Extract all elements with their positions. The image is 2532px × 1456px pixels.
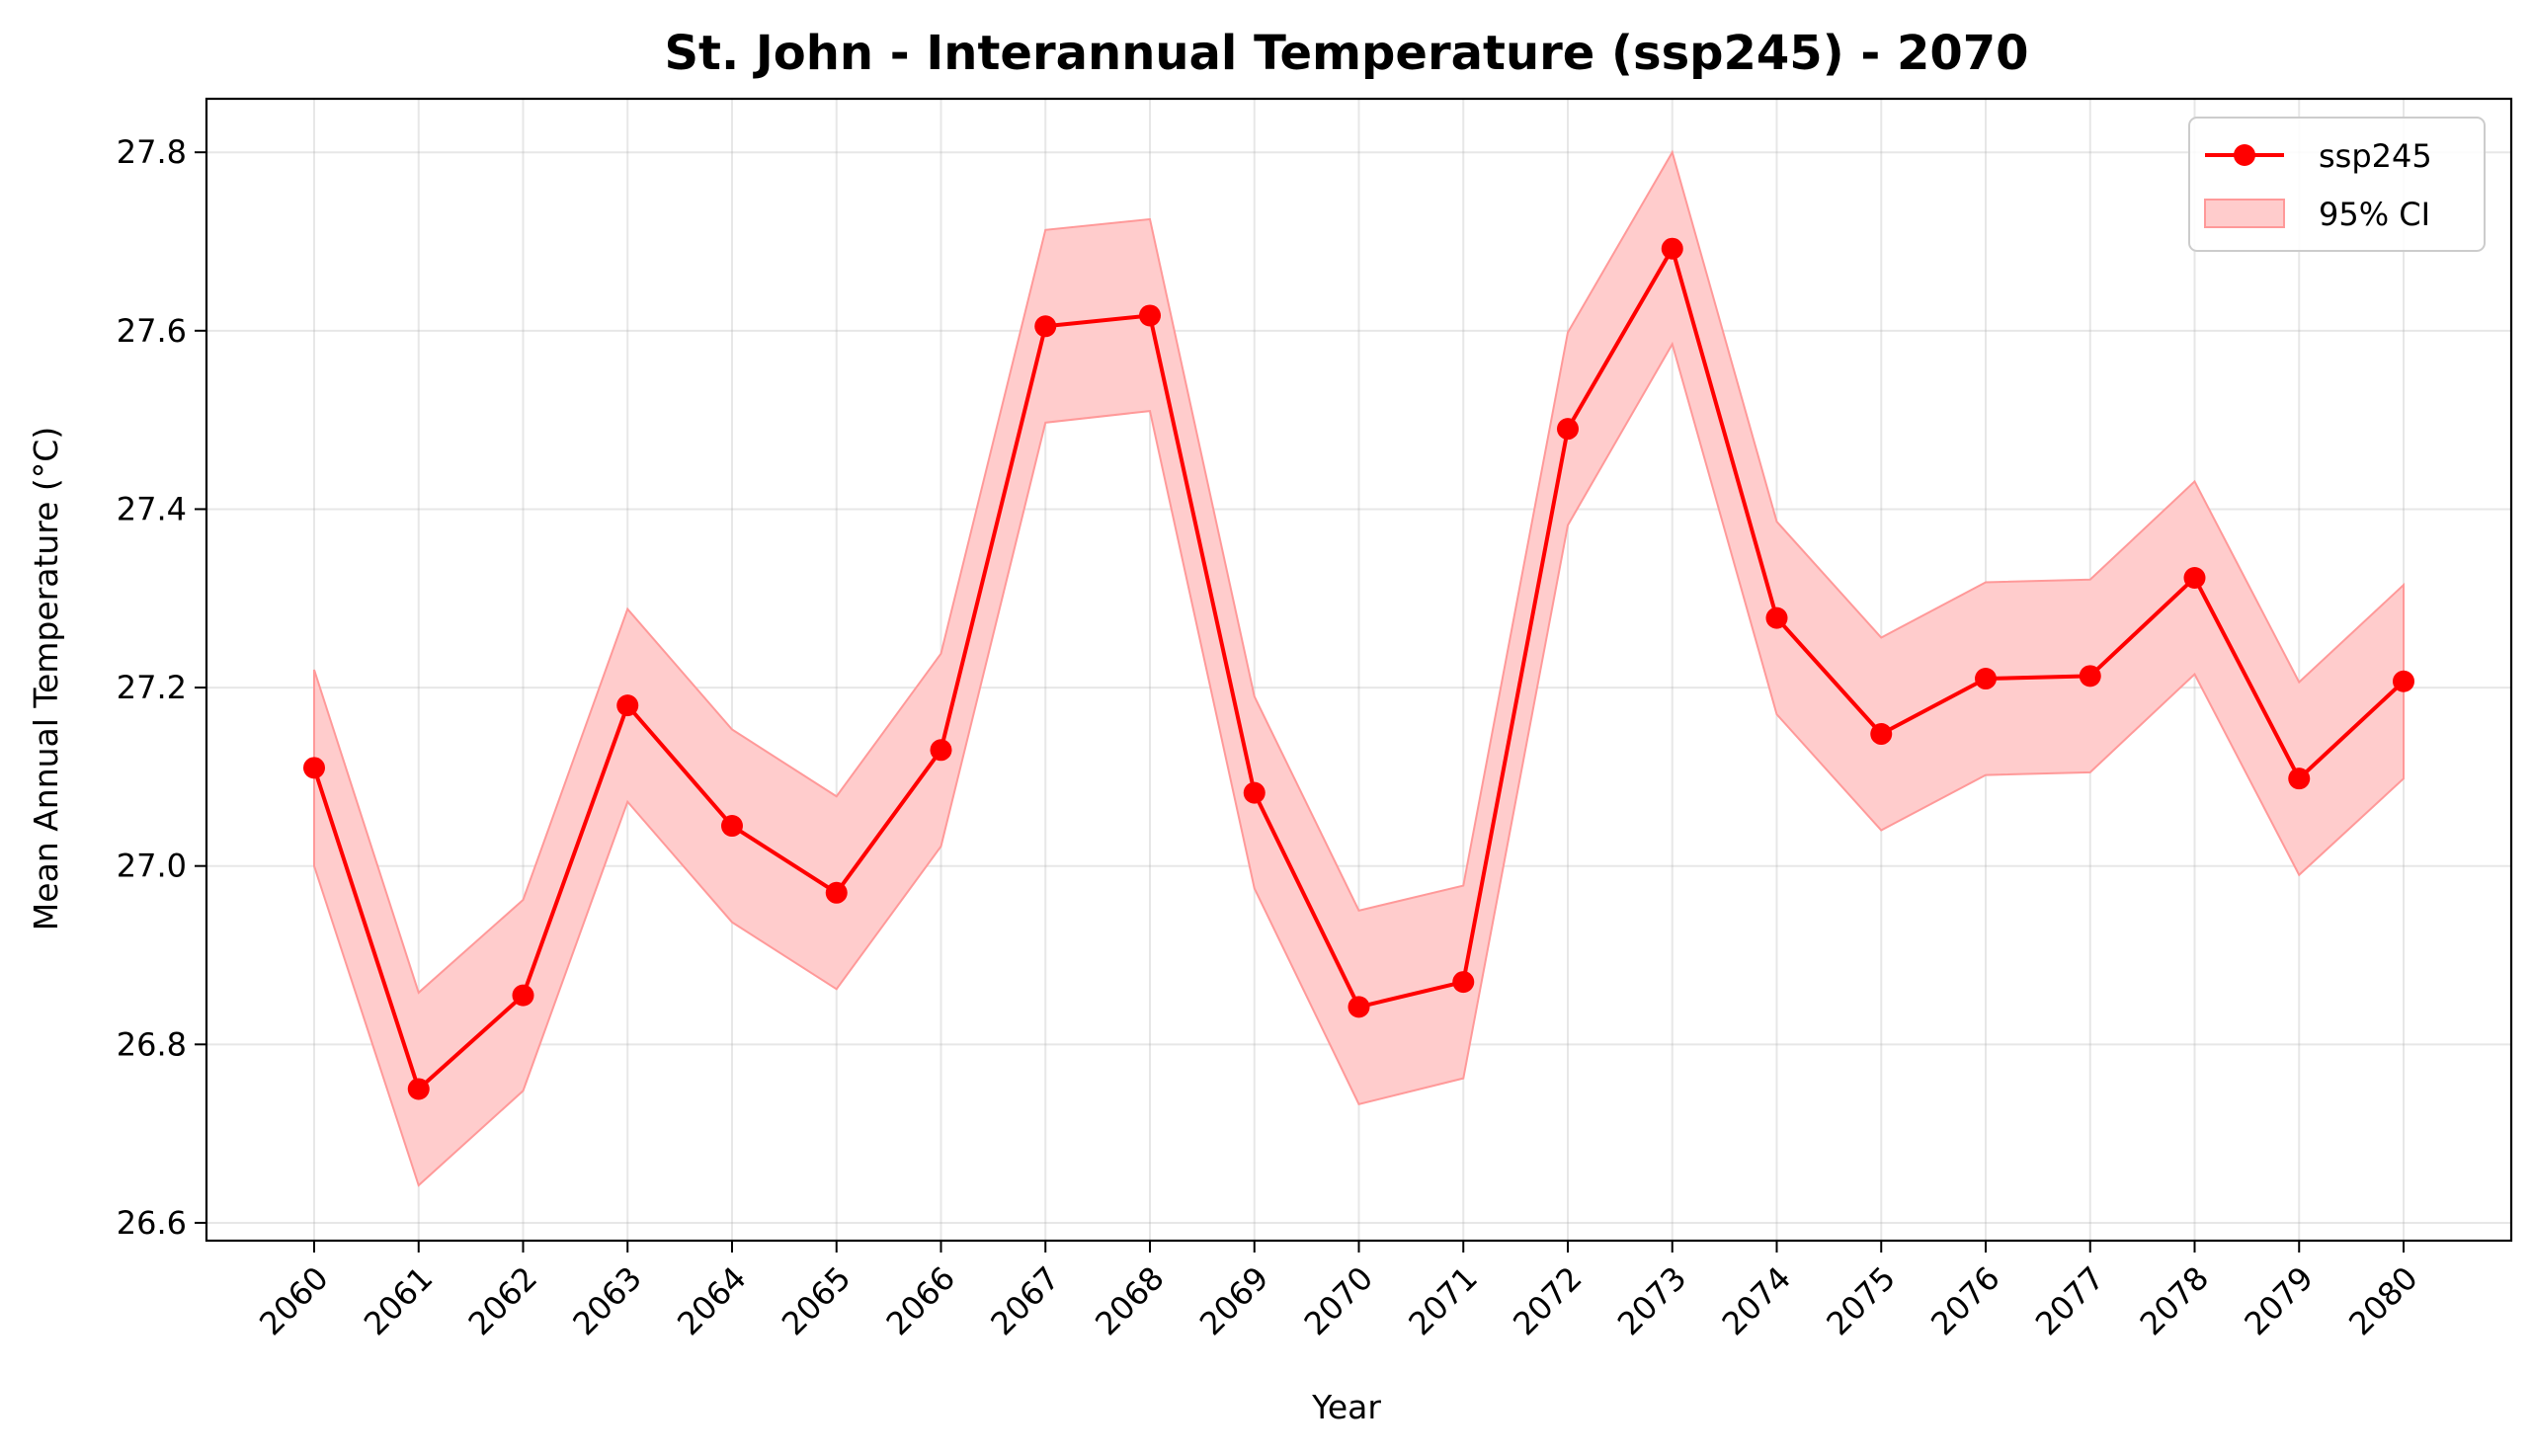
y-tick-label: 27.2 bbox=[117, 669, 187, 706]
legend-swatch-marker bbox=[2234, 144, 2255, 166]
confidence-band-layer bbox=[313, 149, 2405, 1187]
x-axis-title: Year bbox=[1311, 1388, 1381, 1426]
data-point bbox=[1243, 781, 1266, 804]
y-axis-title: Mean Annual Temperature (°C) bbox=[27, 427, 65, 930]
data-point bbox=[303, 757, 325, 779]
y-tick-label: 26.6 bbox=[117, 1204, 187, 1242]
y-axis: 26.6 26.8 27.0 27.2 27.4 27.6 27.8 bbox=[117, 133, 206, 1242]
y-tick-label: 27.6 bbox=[117, 312, 187, 350]
data-point bbox=[1452, 971, 1475, 994]
confidence-band bbox=[313, 149, 2405, 1187]
data-point bbox=[1139, 304, 1161, 327]
y-tick-label: 27.0 bbox=[117, 848, 187, 885]
y-tick-label: 27.8 bbox=[117, 133, 187, 171]
data-point bbox=[1034, 315, 1057, 338]
data-point bbox=[721, 815, 743, 838]
data-point bbox=[2288, 768, 2311, 790]
legend: ssp245 95% CI bbox=[2188, 117, 2486, 252]
data-point bbox=[2393, 670, 2414, 692]
data-point bbox=[930, 739, 952, 762]
legend-swatch-band bbox=[2204, 199, 2285, 228]
data-point bbox=[2079, 665, 2101, 688]
data-points-layer bbox=[303, 237, 2414, 1100]
data-point bbox=[512, 984, 534, 1007]
data-point bbox=[2183, 566, 2206, 589]
data-point bbox=[1870, 723, 1893, 746]
data-point bbox=[616, 694, 639, 717]
data-point bbox=[1975, 668, 1997, 690]
data-point bbox=[407, 1078, 430, 1100]
data-point bbox=[1557, 418, 1579, 441]
y-tick-label: 26.8 bbox=[117, 1025, 187, 1063]
y-tick-label: 27.4 bbox=[117, 490, 187, 527]
data-point bbox=[1348, 996, 1370, 1018]
data-point bbox=[1765, 607, 1788, 629]
legend-series-label: ssp245 bbox=[2319, 137, 2432, 175]
data-point bbox=[825, 881, 848, 904]
legend-ci-label: 95% CI bbox=[2319, 196, 2430, 233]
chart-title: St. John - Interannual Temperature (ssp2… bbox=[664, 26, 2028, 81]
data-point bbox=[1661, 237, 1683, 260]
